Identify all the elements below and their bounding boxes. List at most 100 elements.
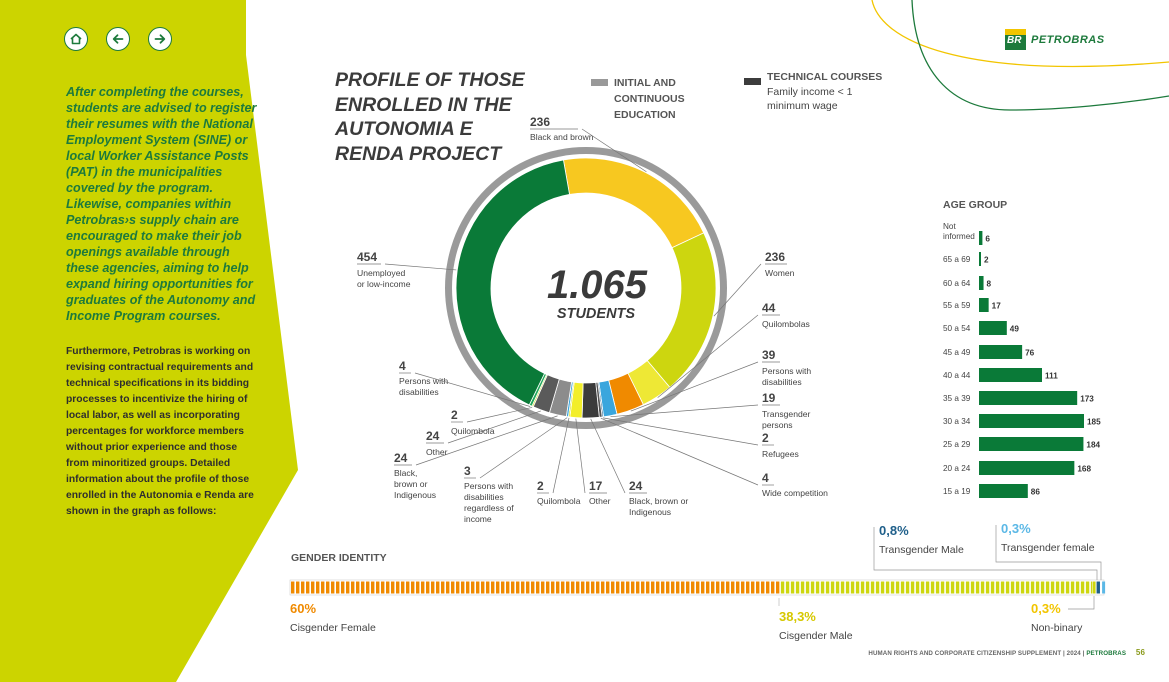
gender-segment bbox=[1092, 581, 1096, 594]
slice-label: Quilombola bbox=[537, 496, 581, 506]
age-category-label: 55 a 59 bbox=[943, 301, 971, 310]
gender-segment bbox=[1102, 581, 1106, 594]
legend-swatch-gray bbox=[591, 79, 608, 86]
home-button[interactable] bbox=[64, 27, 88, 51]
footer-text: HUMAN RIGHTS AND CORPORATE CITIZENSHIP S… bbox=[868, 650, 1085, 657]
legend-initial-education: INITIAL AND CONTINUOUS EDUCATION bbox=[591, 75, 729, 123]
gender-segment bbox=[291, 581, 780, 594]
leader-line bbox=[630, 361, 759, 412]
age-category-label: 45 a 49 bbox=[943, 348, 971, 357]
leader-line bbox=[479, 417, 568, 479]
gender-percent-label: 38,3% bbox=[779, 609, 816, 624]
slice-value: 4 bbox=[399, 359, 406, 373]
age-value-label: 8 bbox=[987, 280, 992, 289]
center-value: 1.065 bbox=[547, 263, 648, 307]
slice-label: Persons with disabilities regardless of inc… bbox=[464, 481, 514, 524]
donut-hole bbox=[491, 193, 681, 383]
slice-label: Transgender persons bbox=[762, 409, 811, 430]
slice-value: 24 bbox=[629, 479, 643, 493]
age-bar bbox=[979, 345, 1023, 359]
leader-line bbox=[602, 417, 759, 446]
slice-value: 4 bbox=[762, 471, 769, 485]
age-value-label: 173 bbox=[1080, 395, 1094, 404]
gender-leader bbox=[1068, 596, 1095, 610]
legend-swatch-dark bbox=[744, 78, 761, 85]
legend-sublabel: Family income < 1 minimum wage bbox=[767, 86, 853, 112]
age-category-label: 40 a 44 bbox=[943, 371, 971, 380]
leader-line bbox=[581, 128, 647, 173]
slice-value: 39 bbox=[762, 348, 776, 362]
legend-technical-courses: TECHNICAL COURSES Family income < 1 mini… bbox=[744, 69, 882, 113]
arrow-right-icon bbox=[154, 34, 166, 44]
slice-value: 44 bbox=[762, 301, 776, 315]
gender-name-label: Non-binary bbox=[1031, 622, 1083, 634]
age-category-label: 65 a 69 bbox=[943, 255, 971, 264]
age-value-label: 86 bbox=[1031, 488, 1041, 497]
gender-percent-label: 0,3% bbox=[1031, 601, 1061, 616]
gender-name-label: Transgender female bbox=[1001, 542, 1095, 554]
slice-label: Quilombolas bbox=[762, 319, 810, 329]
age-value-label: 185 bbox=[1087, 418, 1101, 427]
leader-line bbox=[414, 372, 531, 407]
gender-name-label: Transgender Male bbox=[879, 544, 964, 556]
age-bar bbox=[979, 414, 1084, 428]
slice-value: 236 bbox=[530, 115, 550, 129]
slice-label: Refugees bbox=[762, 449, 799, 459]
gender-leader bbox=[995, 525, 1102, 580]
leader-line bbox=[552, 417, 570, 494]
age-value-label: 6 bbox=[985, 235, 990, 244]
navigation-bar bbox=[64, 27, 172, 51]
age-bar bbox=[979, 461, 1075, 475]
age-category-label: 30 a 34 bbox=[943, 417, 971, 426]
slice-label: Other bbox=[426, 447, 448, 457]
center-label: STUDENTS bbox=[557, 306, 635, 322]
age-value-label: 17 bbox=[992, 302, 1002, 311]
forward-button[interactable] bbox=[148, 27, 172, 51]
gender-percent-label: 60% bbox=[290, 601, 316, 616]
decorative-curve-green bbox=[911, 0, 1169, 111]
page-footer: HUMAN RIGHTS AND CORPORATE CITIZENSHIP S… bbox=[868, 648, 1145, 657]
decorative-curve-yellow bbox=[871, 0, 1169, 68]
slice-label: Wide competition bbox=[762, 488, 828, 498]
leader-line bbox=[600, 417, 759, 486]
slice-value: 2 bbox=[451, 408, 458, 422]
petrobras-logo[interactable]: BR PETROBRAS bbox=[1005, 29, 1105, 50]
gender-chart-title: GENDER IDENTITY bbox=[291, 552, 387, 564]
age-category-label: 35 a 39 bbox=[943, 394, 971, 403]
age-value-label: 49 bbox=[1010, 325, 1020, 334]
slice-value: 454 bbox=[357, 250, 377, 264]
age-bar bbox=[979, 391, 1078, 405]
slice-value: 2 bbox=[762, 431, 769, 445]
leader-line bbox=[415, 415, 558, 466]
slice-label: Persons with disabilities bbox=[399, 376, 448, 397]
intro-subparagraph: Furthermore, Petrobras is working on rev… bbox=[66, 346, 254, 517]
legend-label: INITIAL AND CONTINUOUS EDUCATION bbox=[614, 77, 685, 121]
back-button[interactable] bbox=[106, 27, 130, 51]
age-value-label: 184 bbox=[1086, 441, 1100, 450]
slice-label: Black, brown or Indigenous bbox=[394, 468, 436, 500]
age-chart-title: AGE GROUP bbox=[943, 199, 1007, 211]
leader-line bbox=[657, 314, 759, 398]
age-bar bbox=[979, 484, 1028, 498]
age-value-label: 76 bbox=[1025, 349, 1035, 358]
logo-mark: BR bbox=[1005, 29, 1026, 50]
leader-line bbox=[610, 404, 759, 418]
age-bar bbox=[979, 276, 984, 290]
age-value-label: 2 bbox=[984, 256, 989, 265]
gender-percent-label: 0,8% bbox=[879, 523, 909, 538]
arrow-left-icon bbox=[112, 34, 124, 44]
intro-paragraph: After completing the courses, students a… bbox=[66, 85, 257, 323]
age-value-label: 111 bbox=[1045, 372, 1058, 381]
home-icon bbox=[70, 33, 82, 45]
footer-brand: PETROBRAS bbox=[1086, 650, 1127, 657]
leader-line bbox=[590, 418, 626, 494]
age-bar bbox=[979, 368, 1042, 382]
gender-segment bbox=[780, 581, 1093, 594]
age-category-label: 20 a 24 bbox=[943, 464, 971, 473]
age-bar bbox=[979, 231, 983, 245]
slice-value: 24 bbox=[394, 451, 408, 465]
leader-line bbox=[384, 263, 457, 271]
age-category-label: 60 a 64 bbox=[943, 279, 971, 288]
